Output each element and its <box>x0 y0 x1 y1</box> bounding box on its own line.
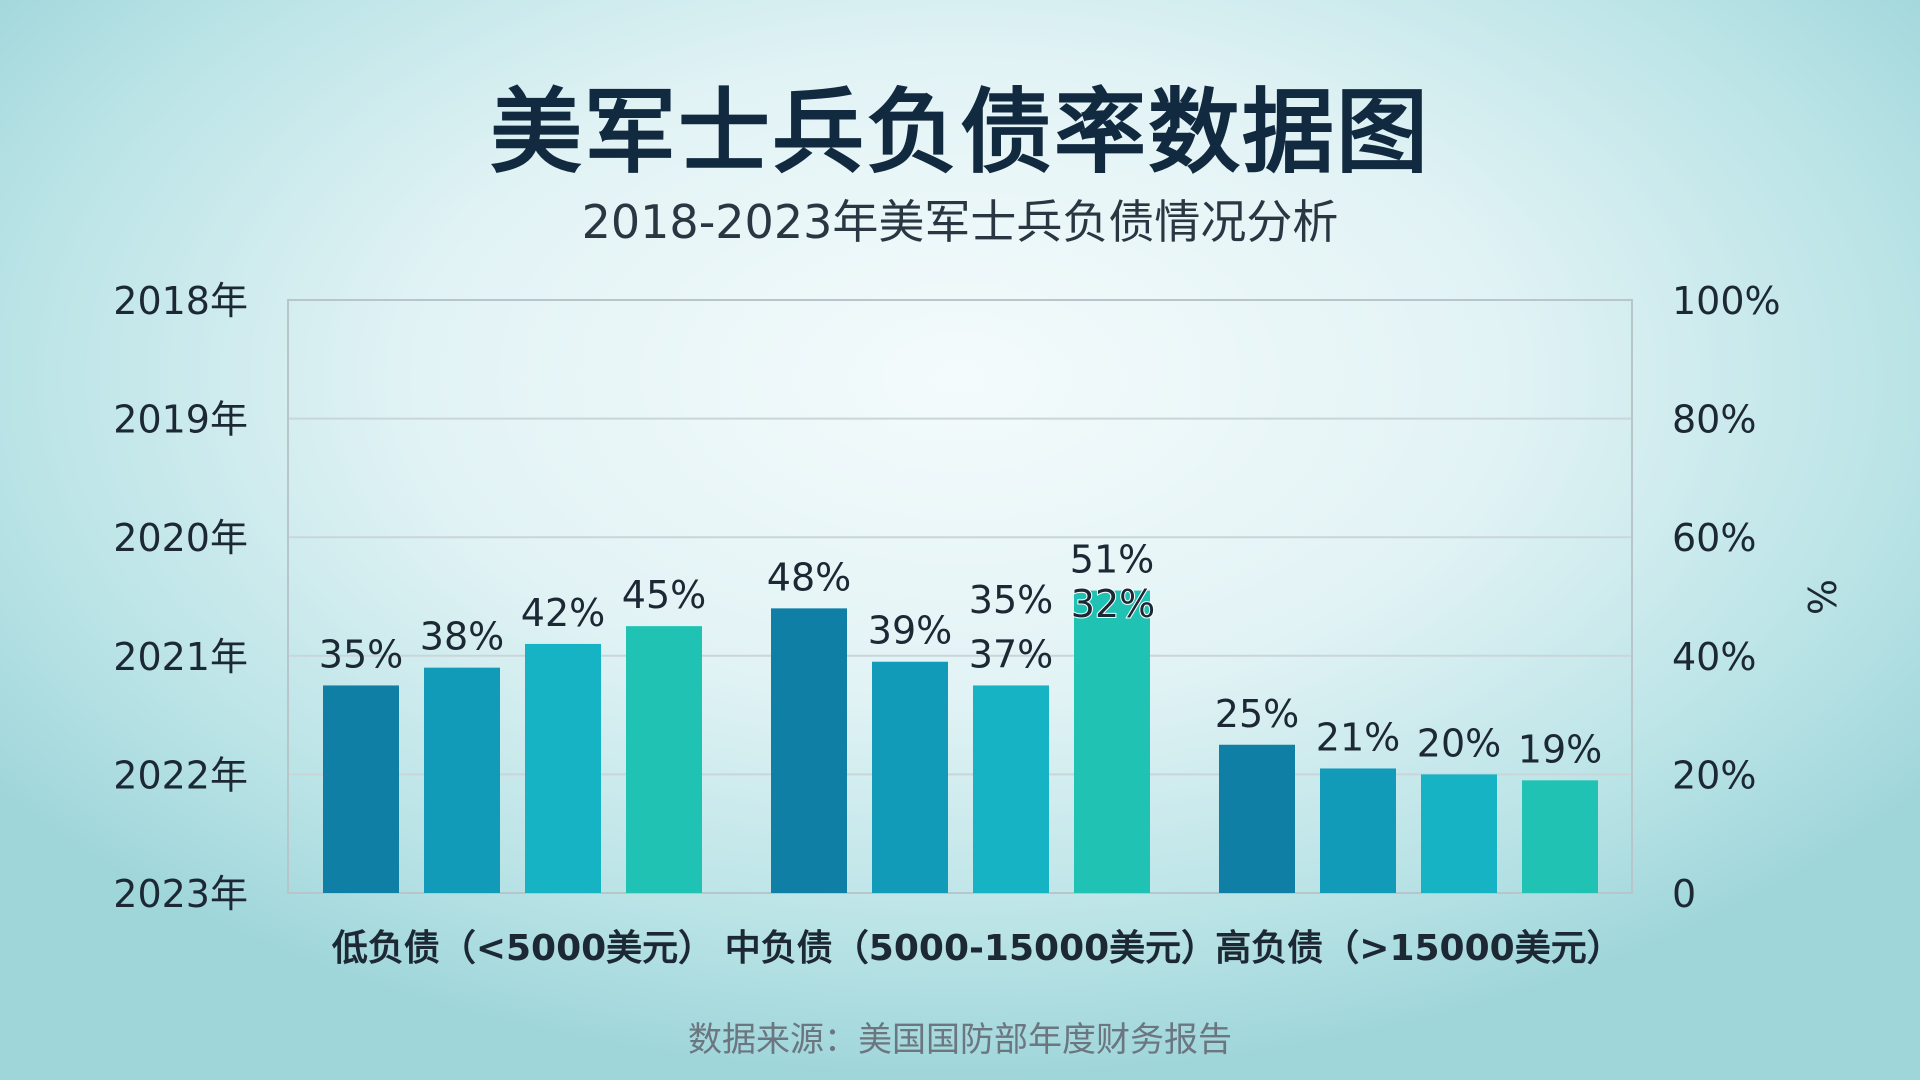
chart-source: 数据来源：美国国防部年度财务报告 <box>688 1020 1232 1060</box>
bar <box>323 685 399 893</box>
bars <box>323 590 1598 893</box>
left-axis-tick-label: 2020年 <box>113 516 248 560</box>
bar-value-label: 25% <box>1215 692 1299 736</box>
grid-lines <box>288 417 1632 776</box>
bar <box>1421 774 1497 893</box>
bar <box>626 626 702 893</box>
bar <box>1320 768 1396 893</box>
category-label: 中负债（5000-15000美元） <box>725 928 1217 969</box>
left-axis-tick-label: 2022年 <box>113 753 248 797</box>
bar <box>424 667 500 893</box>
bar-value-label: 48% <box>767 555 851 599</box>
bar <box>1219 744 1295 893</box>
bar-value-label: 21% <box>1316 715 1400 759</box>
right-axis-tick-label: 20% <box>1672 753 1756 797</box>
extra-value-label: 32% <box>1071 582 1155 626</box>
right-axis-label: % <box>1799 579 1843 615</box>
bar-value-labels: 35% 38% 42% 45% 48% 39% 37% 51% 25% 21% 20% 19% 35% 3… <box>319 538 1602 772</box>
bar-value-label: 20% <box>1417 721 1501 765</box>
chart-title: 美军士兵负债率数据图 <box>489 79 1430 186</box>
bar-value-label: 39% <box>868 609 952 653</box>
bar <box>1522 780 1598 893</box>
category-label: 低负债（<5000美元） <box>332 928 714 969</box>
left-axis-tick-label: 2018年 <box>113 279 248 323</box>
bar-value-label: 42% <box>521 591 605 635</box>
right-axis-tick-label: 80% <box>1672 398 1756 442</box>
bar-value-label: 35% <box>319 632 403 676</box>
bar-value-label: 51% <box>1070 538 1154 582</box>
bar <box>771 608 847 893</box>
extra-value-label: 35% <box>969 578 1053 622</box>
bar-value-label: 19% <box>1518 727 1602 771</box>
right-axis-tick-label: 60% <box>1672 516 1756 560</box>
left-axis-tick-label: 2023年 <box>113 872 248 916</box>
bar-value-label: 37% <box>969 632 1053 676</box>
plot-frame <box>287 299 1633 894</box>
bar <box>1074 590 1150 893</box>
chart-subtitle: 2018-2023年美军士兵负债情况分析 <box>581 195 1339 249</box>
left-axis-tick-label: 2021年 <box>113 635 248 679</box>
right-axis-tick-label: 100% <box>1672 279 1781 323</box>
bar <box>525 643 601 893</box>
category-axis: 低负债（<5000美元） 中负债（5000-15000美元）高负债（>15000美… <box>332 928 1623 969</box>
bar-value-label: 45% <box>622 573 706 617</box>
bar <box>973 685 1049 893</box>
bar <box>872 661 948 893</box>
right-axis-tick-label: 0 <box>1672 872 1696 916</box>
category-label: 高负债（>15000美元） <box>1215 928 1622 969</box>
right-axis: 0 20% 40% 60% 80% 100%% <box>1672 279 1843 916</box>
left-axis-tick-label: 2019年 <box>113 398 248 442</box>
right-axis-tick-label: 40% <box>1672 635 1756 679</box>
left-axis: 2018年 2019年 2020年 2021年 2022年 2023年 <box>113 279 248 916</box>
bar-value-label: 38% <box>420 615 504 659</box>
